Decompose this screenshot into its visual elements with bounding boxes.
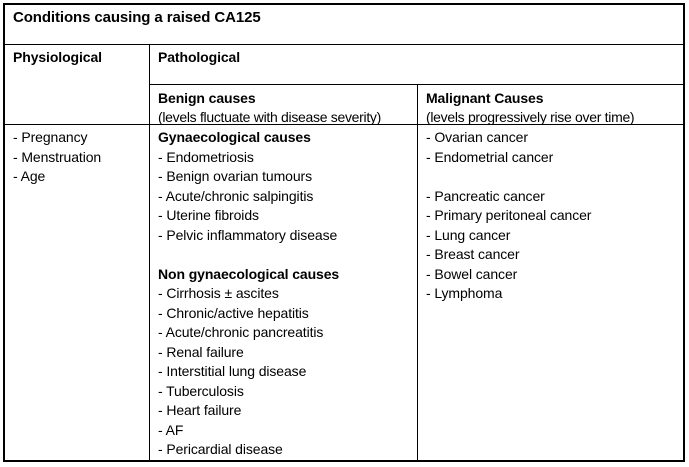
list-item: - Pericardial disease [158, 441, 283, 457]
column-header-pathological: Pathological [150, 45, 683, 85]
list-item: - Endometrial cancer [426, 148, 554, 165]
column-header-physiological: Physiological [5, 45, 150, 125]
list-item: - Lung cancer [426, 226, 511, 243]
benign-causes-note: (levels fluctuate with disease severity) [158, 109, 381, 125]
list-item: - AF [158, 421, 184, 438]
benign-causes-label: Benign causes [158, 90, 256, 106]
list-item: - Pancreatic cancer [426, 187, 545, 204]
list-item: - Renal failure [158, 343, 244, 360]
benign-causes-list: Gynaecological causes - Endometriosis - Be… [150, 125, 418, 460]
malignant-causes-list: - Ovarian cancer - Endometrial cancer - Pa… [418, 125, 683, 460]
list-item: - Breast cancer [426, 246, 520, 262]
malignant-causes-label: Malignant Causes [426, 90, 544, 106]
column-header-malignant-causes: Malignant Causes (levels progressively r… [418, 85, 683, 125]
physiological-causes-list: - Pregnancy - Menstruation - Age [5, 125, 150, 460]
list-item: - Acute/chronic salpingitis [158, 187, 314, 204]
list-item: - Ovarian cancer [426, 129, 528, 145]
list-item: - Primary peritoneal cancer [426, 207, 592, 223]
list-item: - Heart failure [158, 402, 242, 418]
list-item: - Tuberculosis [158, 382, 244, 399]
list-item: - Uterine fibroids [158, 207, 259, 223]
list-group-heading: Gynaecological causes [158, 129, 311, 145]
list-item: - Pregnancy [13, 129, 88, 145]
list-item: - Age [13, 168, 46, 184]
list-item: - Cirrhosis ± ascites [158, 285, 279, 301]
table-title: Conditions causing a raised CA125 [5, 5, 683, 45]
list-item: - Menstruation [13, 148, 102, 165]
list-item: - Interstitial lung disease [158, 363, 307, 379]
blank-line [158, 245, 409, 265]
malignant-causes-note: (levels progressively rise over time) [426, 109, 635, 125]
ca125-conditions-table: Conditions causing a raised CA125 Physio… [3, 3, 685, 462]
column-header-benign-causes: Benign causes (levels fluctuate with dis… [150, 85, 418, 125]
list-item: - Bowel cancer [426, 265, 518, 282]
list-item: - Endometriosis [158, 148, 254, 165]
list-item: - Pelvic inflammatory disease [158, 226, 338, 243]
list-item: - Benign ovarian tumours [158, 168, 313, 184]
list-item: - Acute/chronic pancreatitis [158, 324, 324, 340]
list-group-heading: Non gynaecological causes [158, 265, 340, 282]
blank-line [426, 167, 675, 187]
list-item: - Lymphoma [426, 285, 503, 301]
list-item: - Chronic/active hepatitis [158, 304, 309, 321]
